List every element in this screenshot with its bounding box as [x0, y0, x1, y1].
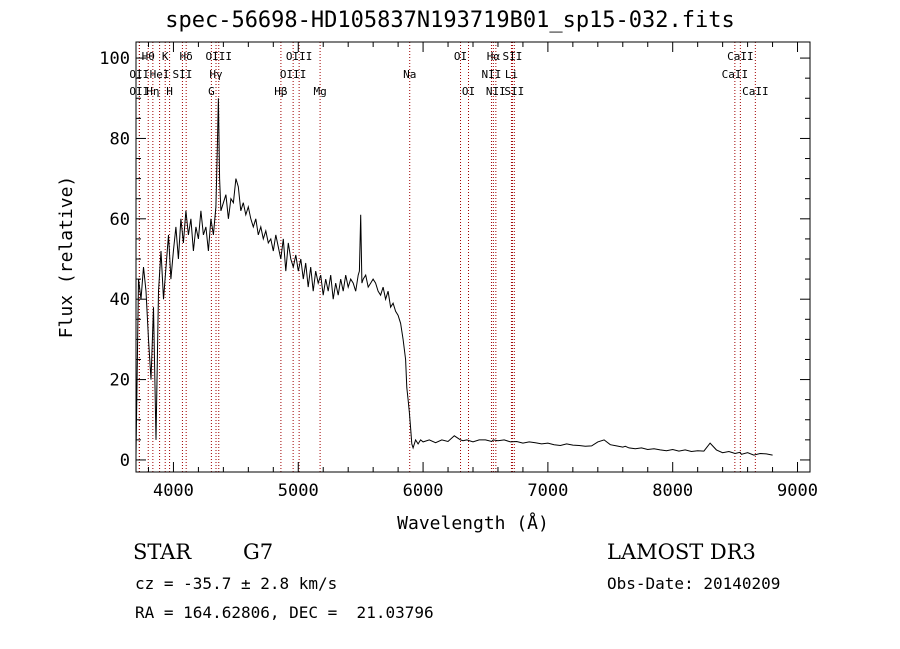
y-tick-label: 100: [99, 49, 130, 69]
line-marker-label: CaII: [742, 85, 769, 98]
line-marker-label: Hη: [146, 85, 159, 98]
line-marker-label: NII: [482, 68, 502, 81]
y-axis-ticks: 0 20 40 60 80 100: [99, 49, 810, 471]
line-marker-label: Na: [403, 68, 416, 81]
line-marker-label: Li: [505, 68, 518, 81]
x-tick-label: 9000: [777, 481, 818, 501]
x-tick-label: 8000: [652, 481, 693, 501]
line-marker-labels: OIIHθOIIHηHeIKHSIIHδGHγOIIIHβOIIIOIIIMgN…: [129, 50, 768, 98]
line-marker-label: CaII: [727, 50, 754, 63]
x-tick-label: 4000: [153, 481, 194, 501]
line-marker-label: Hδ: [180, 50, 193, 63]
plot-frame: [135, 41, 811, 473]
y-axis-label: Flux (relative): [56, 176, 77, 339]
x-tick-label: 7000: [527, 481, 568, 501]
line-marker-label: G: [208, 85, 215, 98]
line-marker-label: OIII: [286, 50, 313, 63]
line-marker-label: Hθ: [142, 50, 155, 63]
spectrum-line: [135, 98, 773, 456]
chart-title: spec-56698-HD105837N193719B01_sp15-032.f…: [165, 8, 735, 33]
line-marker-label: OIII: [206, 50, 233, 63]
y-tick-label: 40: [110, 290, 130, 310]
line-marker-label: Hγ: [209, 68, 223, 81]
line-marker-label: SII: [504, 85, 524, 98]
x-axis-label: Wavelength (Å): [397, 512, 549, 534]
line-marker-label: OIII: [280, 68, 307, 81]
observation-date: Obs-Date: 20140209: [607, 574, 781, 593]
line-marker-label: Hβ: [274, 85, 288, 98]
coordinates-readout: RA = 164.62806, DEC = 21.03796: [135, 603, 434, 622]
x-tick-label: 6000: [403, 481, 444, 501]
line-marker-label: OII: [129, 68, 149, 81]
object-subclass: G7: [243, 540, 274, 564]
line-marker-label: CaII: [722, 68, 749, 81]
line-marker-label: SII: [503, 50, 523, 63]
x-axis-ticks: 4000 5000 6000 7000 8000 9000: [147, 42, 818, 501]
object-class: STAR: [133, 540, 192, 564]
y-tick-label: 0: [120, 451, 130, 471]
redshift-readout: cz = -35.7 ± 2.8 km/s: [135, 574, 338, 593]
x-tick-label: 5000: [278, 481, 319, 501]
y-tick-label: 60: [110, 210, 130, 230]
line-marker-label: K: [162, 50, 169, 63]
line-marker-label: HeI: [150, 68, 170, 81]
line-markers: [138, 42, 756, 472]
line-marker-label: NII: [486, 85, 506, 98]
line-marker-label: Mg: [313, 85, 326, 98]
survey-name: LAMOST DR3: [607, 540, 756, 564]
line-marker-label: OI: [454, 50, 467, 63]
line-marker-label: OI: [462, 85, 475, 98]
line-marker-label: OII: [129, 85, 149, 98]
y-tick-label: 20: [110, 371, 130, 391]
line-marker-label: SII: [172, 68, 192, 81]
line-marker-label: H: [166, 85, 173, 98]
line-marker-label: Hα: [487, 50, 501, 63]
y-tick-label: 80: [110, 129, 130, 149]
